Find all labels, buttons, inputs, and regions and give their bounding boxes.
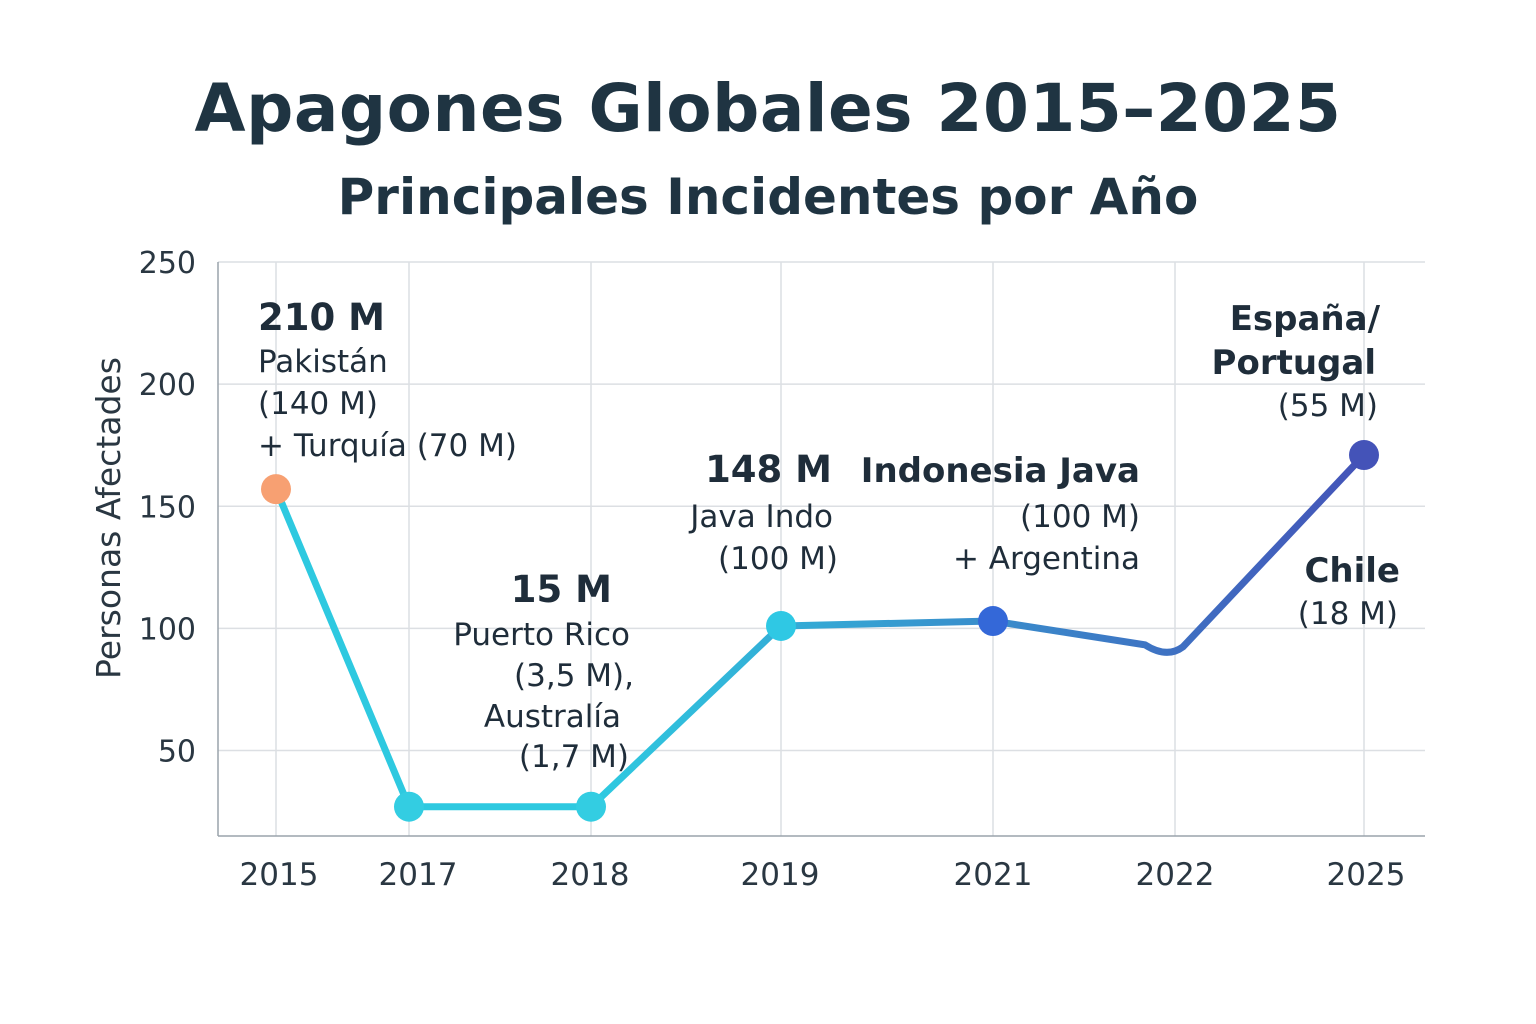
x-tick-label: 2017: [379, 857, 458, 893]
data-point-2017: [394, 791, 424, 822]
annotation-text-2025: (55 M): [1278, 388, 1378, 424]
annotation-heading-2021: Indonesia Java: [861, 451, 1140, 491]
annotation-heading-2025: España/: [1230, 299, 1381, 339]
x-tick-label: 2015: [240, 857, 319, 893]
x-tick-label: 2018: [551, 857, 630, 893]
annotation-value-2018: 15 M: [511, 568, 612, 611]
data-point-2025: [1349, 439, 1379, 470]
y-tick-label: 150: [139, 490, 196, 525]
annotation-text-2019: Java Indo: [688, 499, 833, 535]
x-tick-label: 2022: [1136, 857, 1215, 893]
annotation-text-2018: (1,7 M): [519, 739, 629, 775]
x-tick-label: 2019: [741, 857, 820, 893]
annotation-text-2018: Puerto Rico: [453, 617, 630, 653]
annotation-text-2018: (3,5 M),: [514, 658, 634, 694]
y-tick-label: 100: [139, 612, 196, 647]
annotation-text-2021: + Argentina: [953, 541, 1140, 577]
annotation-text-chile: (18 M): [1298, 596, 1398, 632]
annotation-value-2015: 210 M: [258, 296, 385, 339]
y-axis-label: Personas Afectades: [89, 357, 128, 679]
annotation-text-2015: Pakistán: [258, 344, 388, 380]
y-tick-label: 50: [158, 735, 196, 770]
annotation-value-2019: 148 M: [705, 448, 832, 491]
data-point-2018: [576, 791, 606, 822]
y-tick-label: 200: [139, 368, 196, 403]
series-line: [272, 451, 1368, 811]
annotation-text-2019: (100 M): [718, 541, 838, 577]
annotation-text-2021: (100 M): [1020, 499, 1140, 535]
y-tick-label: 250: [139, 246, 196, 281]
annotation-heading-2025: Portugal: [1212, 343, 1376, 383]
chart-title: Apagones Globales 2015–2025: [194, 70, 1342, 147]
data-point-2021: [978, 606, 1008, 637]
annotation-heading-chile: Chile: [1304, 551, 1400, 591]
annotation-text-2015: (140 M): [258, 386, 378, 422]
annotation-text-2015: + Turquía (70 M): [258, 428, 517, 464]
data-point-2019: [766, 610, 796, 641]
data-point-2015: [261, 474, 291, 505]
annotation-text-2018: Australía: [484, 699, 621, 735]
x-tick-label: 2025: [1327, 857, 1406, 893]
x-tick-label: 2021: [954, 857, 1033, 893]
chart-subtitle: Principales Incidentes por Año: [337, 168, 1199, 226]
